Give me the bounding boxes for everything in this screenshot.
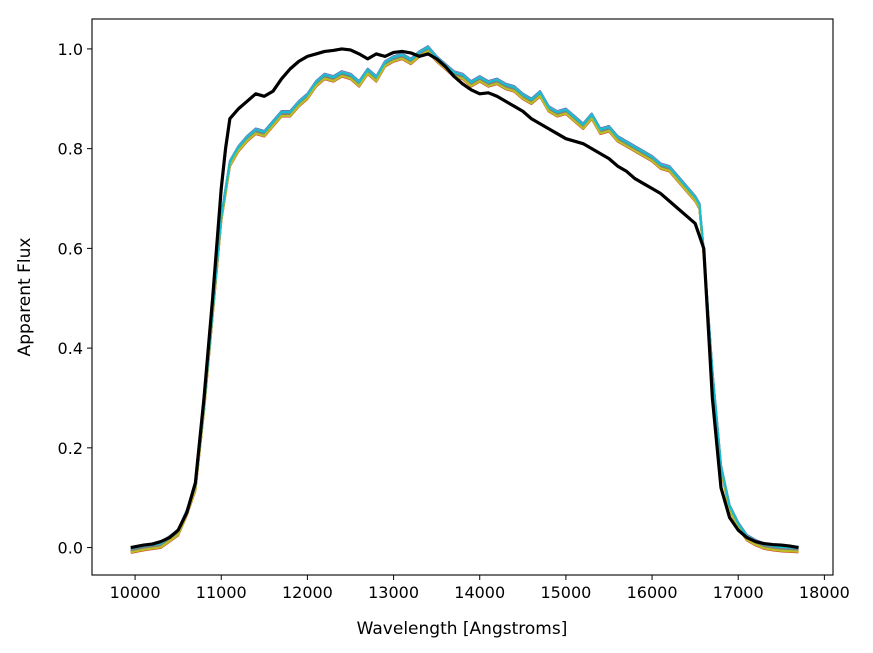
x-tick-label: 14000 [454, 583, 505, 602]
y-axis: 0.0 0.2 0.4 0.6 0.8 1.0 [58, 40, 92, 558]
black-series-group [130, 47, 799, 550]
y-axis-label: Apparent Flux [15, 238, 35, 357]
black-spectrum-line [130, 47, 799, 550]
y-tick-label: 1.0 [58, 40, 83, 59]
x-tick-label: 15000 [540, 583, 591, 602]
bundle-line-10 [130, 46, 799, 550]
y-tick-label: 0.8 [58, 140, 83, 159]
bundle-line-9 [130, 50, 799, 554]
y-tick-label: 0.4 [58, 339, 83, 358]
x-axis: 10000 11000 12000 13000 14000 15000 16000 17000… [110, 575, 850, 602]
bundle-series-group [130, 45, 799, 554]
y-tick-label: 0.2 [58, 439, 83, 458]
plot-frame [91, 18, 834, 576]
plot-background [92, 19, 833, 575]
x-tick-label: 16000 [627, 583, 678, 602]
x-tick-label: 13000 [368, 583, 419, 602]
x-axis-label: Wavelength [Angstroms] [357, 619, 568, 639]
x-tick-label: 17000 [713, 583, 764, 602]
x-tick-label: 18000 [799, 583, 850, 602]
x-tick-label: 10000 [110, 583, 161, 602]
y-tick-label: 0.0 [58, 539, 83, 558]
x-tick-label: 11000 [196, 583, 247, 602]
y-tick-label: 0.6 [58, 239, 83, 258]
x-tick-label: 12000 [282, 583, 333, 602]
